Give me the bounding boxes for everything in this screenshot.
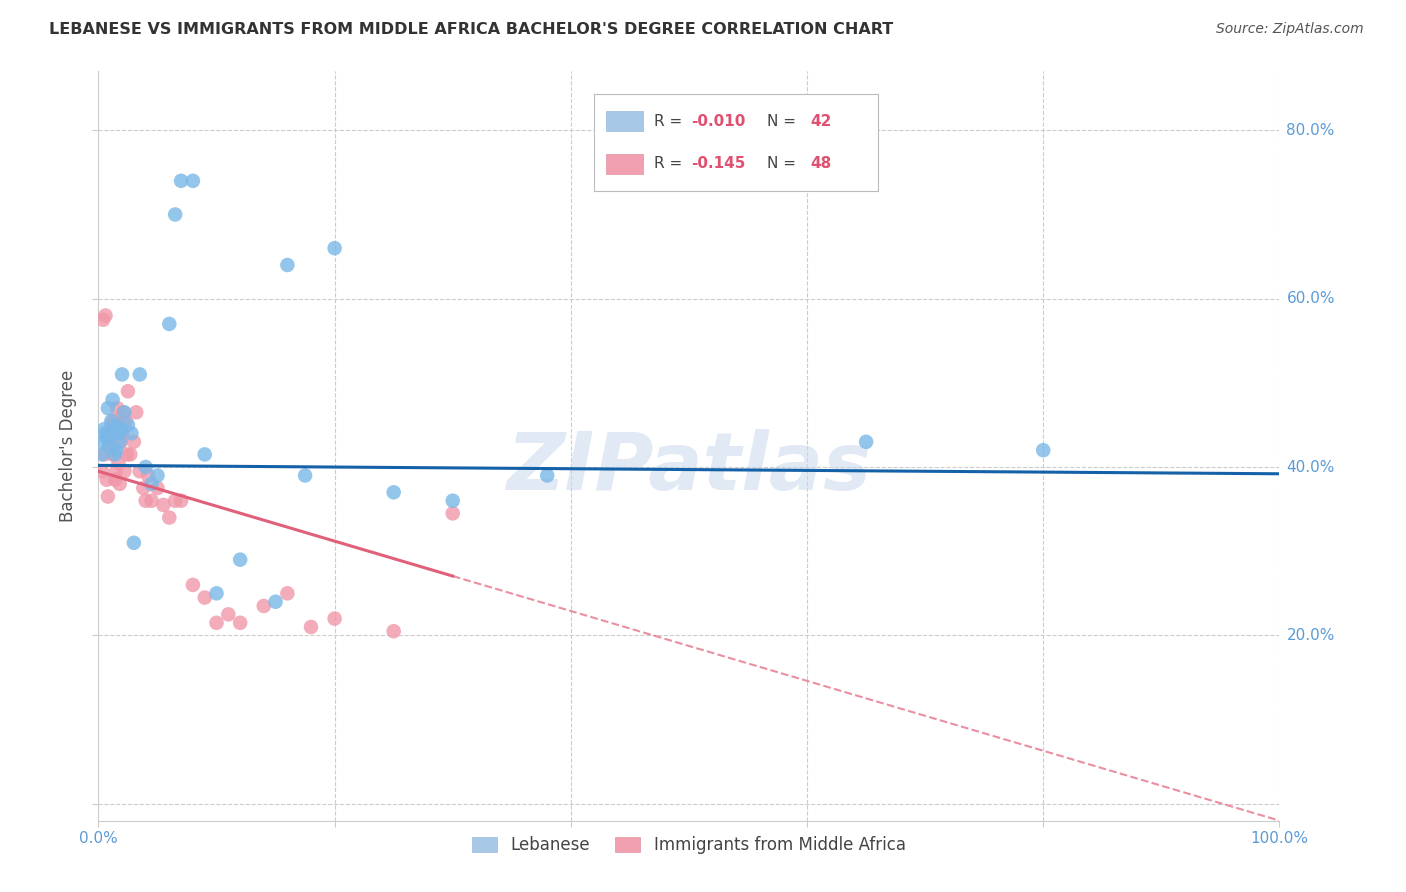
Point — [135, 460, 157, 475]
Point — [108, 476, 131, 491]
Point — [111, 368, 134, 382]
Point — [121, 426, 143, 441]
Text: 20.0%: 20.0% — [1286, 628, 1334, 643]
Point — [101, 392, 124, 407]
Point — [91, 447, 114, 461]
Point — [91, 312, 114, 326]
Point — [382, 485, 405, 500]
Point — [122, 434, 145, 449]
Point — [141, 493, 163, 508]
Point — [97, 490, 120, 504]
Point — [170, 493, 193, 508]
Point — [157, 510, 180, 524]
Point — [110, 434, 132, 449]
Point — [441, 493, 464, 508]
Point — [105, 443, 128, 458]
Point — [103, 422, 125, 436]
Point — [97, 426, 120, 441]
Point — [91, 464, 114, 478]
Point — [194, 591, 217, 605]
Point — [112, 464, 135, 478]
Text: ZIPatlas: ZIPatlas — [506, 429, 872, 508]
Y-axis label: Bachelor's Degree: Bachelor's Degree — [59, 370, 77, 522]
Point — [152, 498, 174, 512]
Point — [91, 434, 114, 449]
Point — [382, 624, 405, 639]
Point — [253, 599, 276, 613]
Point — [100, 414, 122, 428]
Point — [100, 417, 122, 432]
Point — [165, 207, 187, 221]
Point — [112, 405, 135, 419]
Point — [117, 417, 139, 432]
Point — [132, 481, 155, 495]
Point — [205, 615, 228, 630]
Point — [135, 493, 157, 508]
Point — [294, 468, 316, 483]
Point — [229, 552, 252, 566]
Point — [104, 447, 127, 461]
Point — [101, 447, 124, 461]
Point — [107, 456, 129, 470]
Point — [146, 481, 169, 495]
Point — [141, 476, 163, 491]
Point — [98, 431, 121, 445]
Point — [181, 578, 204, 592]
Point — [170, 174, 193, 188]
Point — [441, 507, 464, 521]
Point — [111, 426, 134, 441]
Point — [165, 493, 187, 508]
Point — [120, 447, 142, 461]
Point — [117, 384, 139, 399]
Point — [136, 468, 159, 483]
Point — [103, 414, 125, 428]
Point — [323, 611, 346, 625]
Point — [94, 426, 117, 441]
Point — [128, 464, 150, 478]
Point — [96, 431, 118, 445]
Point — [108, 434, 131, 449]
Point — [536, 468, 558, 483]
Point — [299, 620, 322, 634]
Point — [93, 447, 115, 461]
Text: LEBANESE VS IMMIGRANTS FROM MIDDLE AFRICA BACHELOR'S DEGREE CORRELATION CHART: LEBANESE VS IMMIGRANTS FROM MIDDLE AFRIC… — [49, 22, 893, 37]
Text: 80.0%: 80.0% — [1286, 123, 1334, 137]
Point — [112, 405, 135, 419]
Point — [229, 615, 252, 630]
Point — [94, 309, 117, 323]
Text: 60.0%: 60.0% — [1286, 291, 1334, 306]
Legend: Lebanese, Immigrants from Middle Africa: Lebanese, Immigrants from Middle Africa — [465, 830, 912, 861]
Point — [110, 422, 132, 436]
Point — [323, 241, 346, 255]
Point — [93, 422, 115, 436]
Point — [125, 405, 148, 419]
Point — [104, 473, 127, 487]
Point — [264, 595, 287, 609]
Point — [157, 317, 180, 331]
Point — [115, 447, 138, 461]
Point — [122, 536, 145, 550]
Point — [194, 447, 217, 461]
Point — [128, 368, 150, 382]
Point — [98, 439, 121, 453]
Point — [97, 401, 120, 416]
Point — [1032, 443, 1054, 458]
Point — [98, 428, 121, 442]
Point — [98, 439, 121, 453]
Point — [96, 473, 118, 487]
Point — [205, 586, 228, 600]
Text: Source: ZipAtlas.com: Source: ZipAtlas.com — [1216, 22, 1364, 37]
Point — [217, 607, 239, 622]
Point — [107, 426, 129, 441]
Point — [181, 174, 204, 188]
Point — [105, 417, 128, 432]
Point — [105, 464, 128, 478]
Point — [855, 434, 877, 449]
Point — [276, 258, 298, 272]
Point — [105, 401, 128, 416]
Text: 40.0%: 40.0% — [1286, 459, 1334, 475]
Point — [146, 468, 169, 483]
Point — [114, 414, 136, 428]
Point — [276, 586, 298, 600]
